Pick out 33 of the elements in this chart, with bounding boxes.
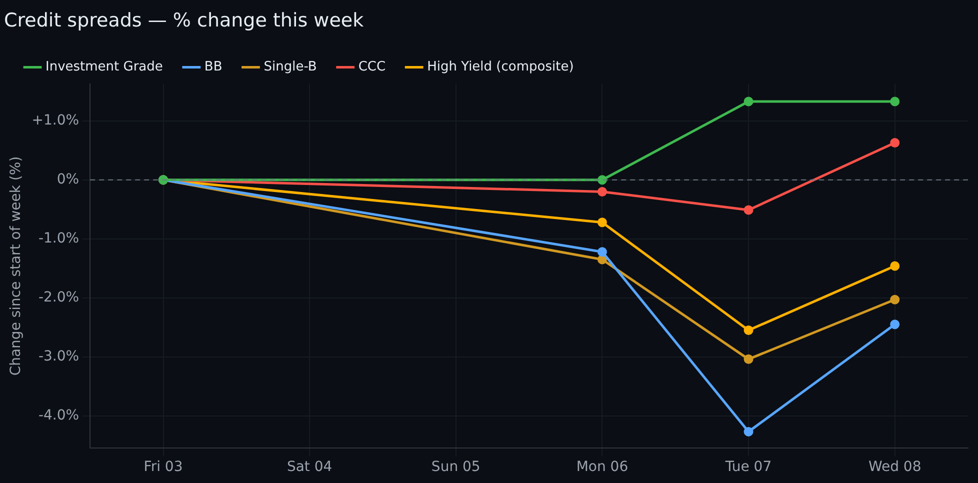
point (890, 261, 900, 271)
legend-label: BB (204, 60, 222, 75)
point (744, 205, 754, 215)
point (744, 96, 754, 106)
legend-label: CCC (358, 60, 386, 75)
point (744, 426, 754, 436)
x-tick-label: Tue 07 (724, 459, 772, 476)
legend-label: Single-B (264, 60, 317, 75)
y-tick-label: -4.0% (38, 407, 80, 424)
y-tick-label: -3.0% (38, 348, 80, 364)
legend-label: High Yield (composite) (427, 60, 574, 75)
y-tick-label: -1.0% (38, 230, 80, 247)
x-tick-label: Fri 03 (144, 459, 183, 476)
point (890, 138, 900, 148)
y-tick-label: -2.0% (38, 289, 80, 306)
y-tick-label: 0% (56, 172, 80, 188)
y-tick-label: +1.0% (32, 112, 80, 129)
point (890, 294, 900, 304)
y-axis-title: Change since start of week (%) (8, 156, 24, 376)
legend-label: Investment Grade (46, 60, 163, 75)
point (597, 175, 607, 185)
x-tick-label: Sun 05 (431, 459, 480, 476)
x-tick-label: Sat 04 (286, 459, 332, 476)
chart-title: Credit spreads — % change this week (4, 9, 364, 32)
x-tick-label: Mon 06 (576, 459, 628, 476)
point (597, 218, 607, 228)
point (597, 186, 607, 196)
point (597, 247, 607, 257)
point (890, 96, 900, 106)
x-tick-label: Wed 08 (868, 459, 922, 476)
point (744, 326, 754, 336)
point (744, 354, 754, 364)
point (890, 320, 900, 330)
